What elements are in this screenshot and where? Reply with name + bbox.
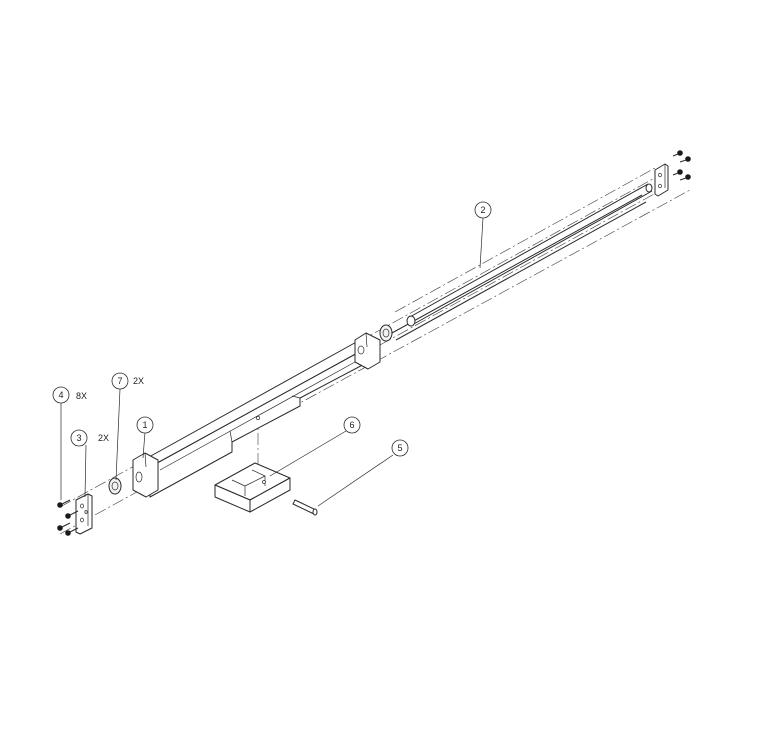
leader-lines — [60, 217, 484, 507]
callout-7-number: 7 — [117, 376, 122, 386]
main-slide-beam — [132, 332, 381, 498]
callout-2-number: 2 — [480, 205, 485, 215]
callout-7: 7 2X — [111, 372, 144, 390]
callout-1-number: 1 — [142, 420, 147, 430]
carriage-block — [214, 462, 291, 513]
bearing-right — [379, 324, 393, 342]
callout-6-number: 6 — [349, 420, 354, 430]
screws-right — [672, 150, 691, 181]
screws-left — [57, 499, 79, 536]
callout-4-number: 4 — [58, 390, 63, 400]
callout-5-number: 5 — [397, 443, 402, 453]
callout-6: 6 — [343, 416, 361, 434]
callout-1: 1 — [136, 416, 154, 434]
end-plate-left — [75, 493, 93, 535]
callout-7-quantity: 2X — [133, 376, 144, 386]
callout-2: 2 — [474, 201, 492, 219]
callout-3-quantity: 2X — [98, 433, 109, 443]
callout-4: 4 8X — [52, 386, 87, 404]
bearing-left — [108, 477, 122, 495]
dowel-pin — [292, 499, 318, 516]
callout-3-number: 3 — [76, 433, 81, 443]
guide-rod-assembly — [391, 183, 653, 341]
callout-4-quantity: 8X — [76, 391, 87, 401]
end-plate-right — [654, 163, 669, 197]
callout-5: 5 — [391, 439, 409, 457]
callout-3: 3 2X — [70, 429, 109, 447]
